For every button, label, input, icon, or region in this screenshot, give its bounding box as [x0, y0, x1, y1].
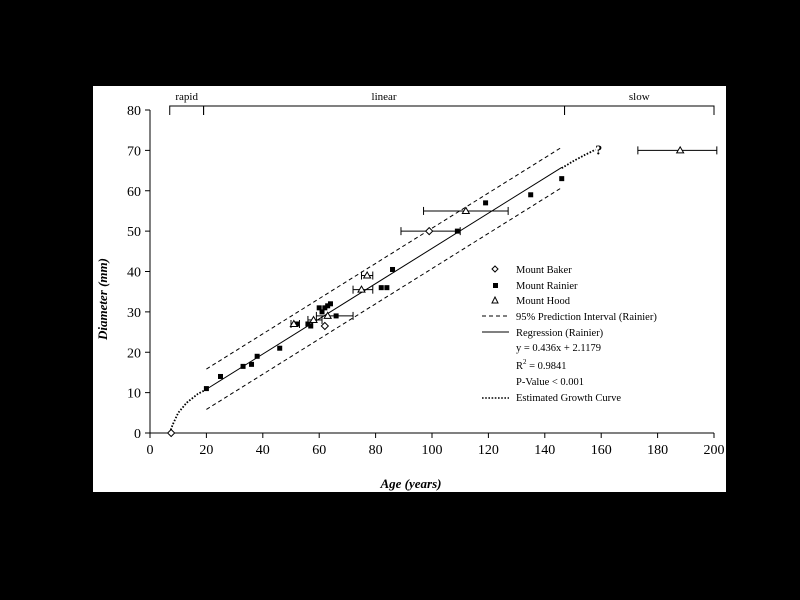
- phase-bracket: [564, 105, 715, 115]
- rainier-point: [483, 200, 489, 206]
- phase-brackets: rapid linear slow: [169, 91, 715, 115]
- hood-point: [289, 319, 299, 327]
- rainier-point: [319, 309, 325, 315]
- hood-point: [461, 206, 471, 214]
- rainier-point: [203, 386, 209, 392]
- x-tick-label: 100: [422, 443, 443, 458]
- rainier-point: [528, 192, 534, 198]
- diamond-marker-icon: [491, 265, 499, 273]
- x-tick-label: 0: [147, 443, 154, 458]
- x-tick-label: 20: [199, 443, 213, 458]
- question-mark-annotation: ?: [595, 143, 602, 158]
- y-tick-label: 10: [127, 387, 141, 402]
- legend-item-rainier: Mount Rainier: [493, 281, 578, 292]
- y-tick-label: 50: [127, 225, 141, 240]
- legend: Mount Baker Mount Rainier Mount Hood 95%…: [482, 265, 657, 404]
- phase-bracket: [169, 105, 205, 115]
- phase-bracket: [203, 105, 566, 115]
- rainier-point: [454, 228, 460, 234]
- x-tick-label: 200: [704, 443, 725, 458]
- y-ticks: 0 10 20 30 40 50 60 70 80: [127, 104, 150, 442]
- rainier-point: [249, 361, 255, 367]
- x-tick-label: 160: [591, 443, 612, 458]
- rainier-point: [308, 323, 314, 329]
- chart-panel: 0 20 40 60 80 100 120 140 160 180 200 0 10 20 30 40 50 6…: [93, 86, 726, 492]
- phase-label: slow: [629, 91, 650, 103]
- error-bars: [290, 146, 718, 328]
- rainier-point: [254, 353, 260, 359]
- p-value: P-Value < 0.001: [516, 377, 584, 388]
- legend-label-rainier: Mount Rainier: [516, 281, 578, 292]
- scatter-chart: 0 20 40 60 80 100 120 140 160 180 200 0 10 20 30 40 50 6…: [95, 91, 725, 491]
- phase-label: linear: [372, 91, 397, 103]
- x-axis-label: Age (years): [379, 476, 441, 491]
- y-tick-label: 20: [127, 346, 141, 361]
- legend-label-prediction-interval: 95% Prediction Interval (Rainier): [516, 312, 657, 323]
- hood-point: [357, 285, 366, 293]
- rainier-point: [384, 285, 390, 291]
- upper-prediction-line: [206, 146, 562, 370]
- rainier-point: [378, 285, 384, 291]
- y-tick-label: 0: [134, 427, 141, 442]
- regression-line: [206, 167, 562, 390]
- growth-curve-early: [168, 388, 207, 434]
- legend-label-baker: Mount Baker: [516, 265, 572, 276]
- y-tick-label: 70: [127, 144, 141, 159]
- legend-item-hood: Mount Hood: [491, 295, 571, 307]
- legend-label-hood: Mount Hood: [516, 296, 571, 307]
- y-tick-label: 40: [127, 266, 141, 281]
- x-tick-label: 60: [312, 443, 326, 458]
- baker-point: [424, 226, 434, 236]
- rainier-point: [316, 305, 322, 311]
- rainier-point: [327, 301, 333, 307]
- x-tick-label: 80: [369, 443, 383, 458]
- hood-point: [675, 145, 685, 154]
- legend-item-baker: Mount Baker: [491, 265, 572, 276]
- rainier-point: [390, 266, 396, 272]
- square-marker-icon: [493, 283, 498, 288]
- legend-label-regression: Regression (Rainier): [516, 328, 604, 339]
- x-tick-label: 140: [534, 443, 555, 458]
- y-tick-label: 80: [127, 104, 141, 119]
- hood-point: [323, 311, 333, 319]
- legend-label-growth-curve: Estimated Growth Curve: [516, 393, 621, 404]
- rainier-point: [322, 305, 328, 311]
- rainier-point: [277, 345, 283, 351]
- baker-point: [320, 321, 330, 331]
- rainier-point: [333, 313, 339, 319]
- phase-label: rapid: [175, 91, 198, 103]
- x-tick-label: 40: [256, 443, 270, 458]
- y-axis-label: Diameter (mm): [95, 258, 110, 341]
- hood-point: [362, 271, 372, 279]
- legend-item-growth-curve: Estimated Growth Curve: [482, 393, 621, 404]
- rainier-point: [305, 321, 311, 327]
- y-tick-label: 30: [127, 306, 141, 321]
- rainier-point: [325, 303, 331, 309]
- rainier-point: [294, 321, 300, 327]
- regression-line-path: [206, 167, 562, 390]
- hood-point: [309, 315, 318, 323]
- legend-item-prediction-interval: 95% Prediction Interval (Rainier): [482, 312, 657, 323]
- rainier-point: [559, 176, 565, 182]
- rainier-point: [218, 373, 223, 379]
- x-tick-label: 180: [647, 443, 668, 458]
- lower-prediction-line: [206, 187, 562, 410]
- r-squared: R2 = 0.9841: [516, 358, 567, 372]
- x-ticks: 0 20 40 60 80 100 120 140 160 180 200: [147, 433, 725, 458]
- triangle-marker-icon: [491, 295, 499, 304]
- y-tick-label: 60: [127, 185, 141, 200]
- legend-item-regression: Regression (Rainier) y = 0.436x + 2.1179…: [482, 328, 604, 388]
- regression-equation: y = 0.436x + 2.1179: [516, 343, 601, 354]
- growth-curve-late: [561, 148, 596, 169]
- data-points: [166, 145, 685, 438]
- baker-point: [166, 428, 176, 438]
- rainier-point: [240, 363, 246, 369]
- x-tick-label: 120: [478, 443, 499, 458]
- axes: [149, 110, 714, 434]
